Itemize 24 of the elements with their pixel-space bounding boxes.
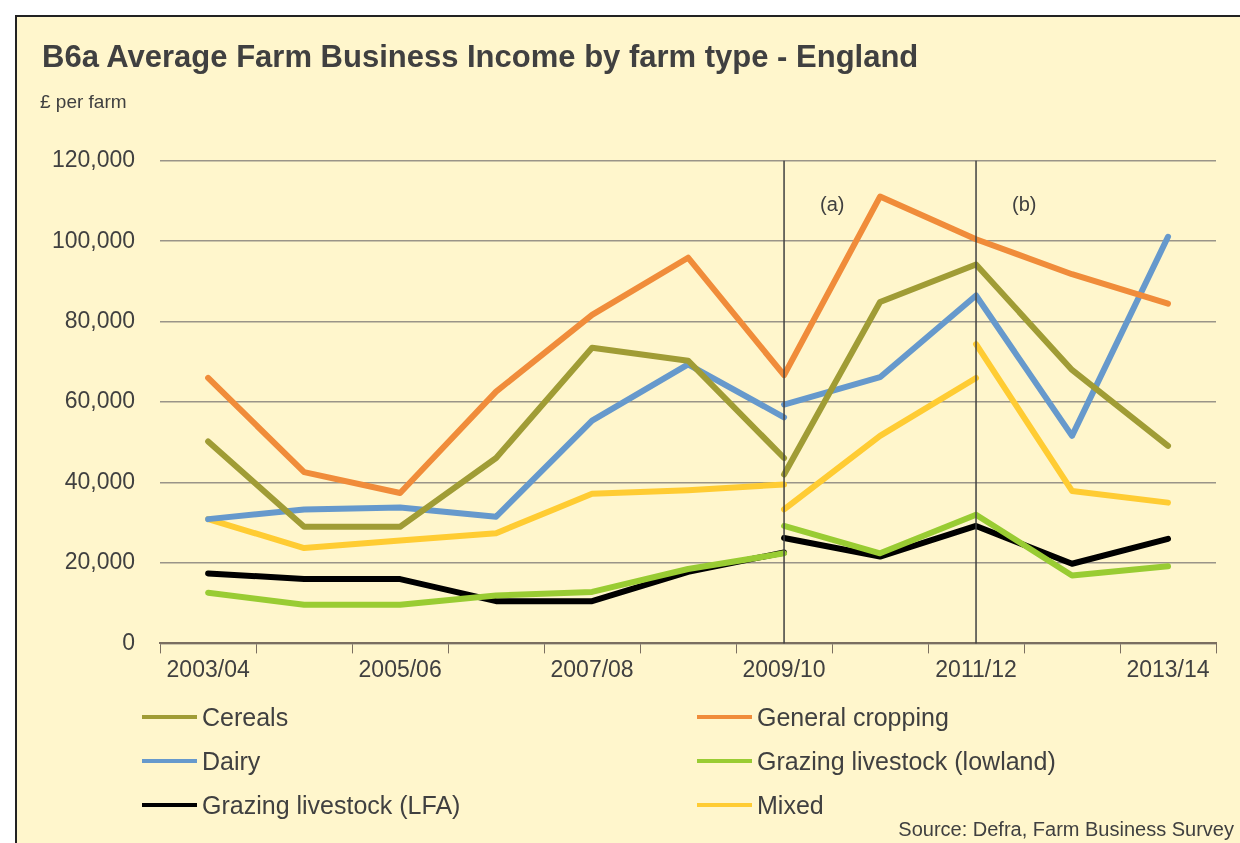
legend-label: Dairy: [202, 746, 261, 776]
legend-label: Mixed: [757, 790, 824, 820]
y-tick-label: 40,000: [64, 467, 136, 494]
source-note: Source: Defra, Farm Business Survey: [898, 818, 1234, 841]
chart-title: B6a Average Farm Business Income by farm type - England: [42, 39, 919, 75]
y-tick-label: 80,000: [64, 307, 136, 334]
x-tick-label: 2013/14: [1126, 655, 1210, 682]
x-tick-label: 2005/06: [358, 655, 442, 682]
legend-label: Grazing livestock (lowland): [757, 746, 1056, 776]
x-tick-label: 2003/04: [166, 655, 250, 682]
legend-label: Grazing livestock (LFA): [202, 790, 461, 820]
y-tick-label: 60,000: [64, 387, 136, 414]
legend-label: Cereals: [202, 702, 289, 732]
y-tick-label: 0: [122, 628, 136, 655]
x-tick-label: 2009/10: [742, 655, 826, 682]
y-tick-label: 120,000: [52, 146, 136, 173]
x-tick-label: 2011/12: [935, 655, 1017, 682]
ref-line-label: (b): [1012, 193, 1037, 216]
ref-line-label: (a): [820, 193, 845, 216]
x-tick-label: 2007/08: [550, 655, 634, 682]
y-axis-title: £ per farm: [40, 91, 127, 113]
y-tick-label: 100,000: [52, 226, 136, 253]
y-tick-label: 20,000: [64, 548, 136, 575]
legend-label: General cropping: [757, 702, 949, 732]
